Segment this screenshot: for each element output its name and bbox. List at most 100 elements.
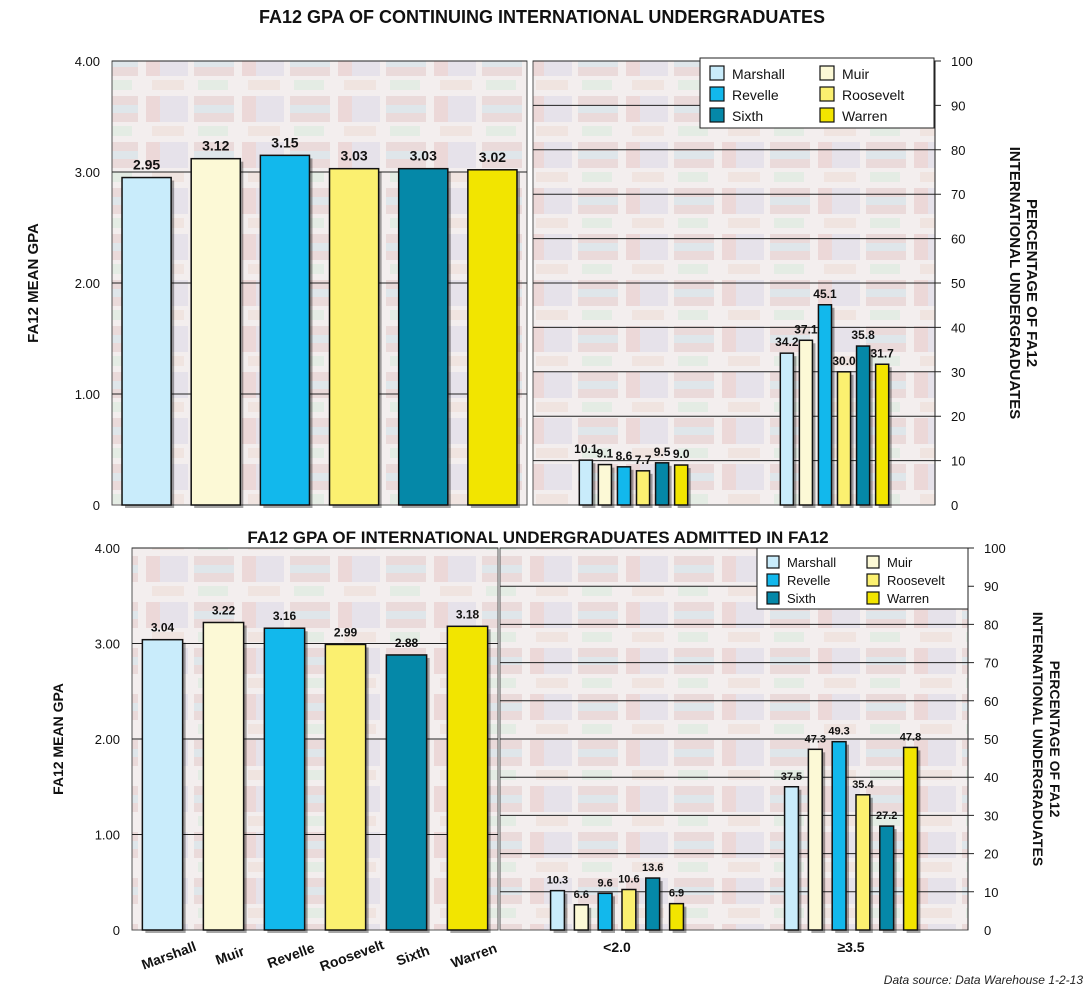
chart-4-bar-marshall	[549, 889, 566, 931]
chart-2-data-label: 37.1	[794, 322, 818, 336]
chart-4-bar-revelle	[597, 892, 613, 931]
chart-2-bar-marshall	[578, 459, 594, 506]
chart-4-legend-label: Sixth	[787, 591, 816, 606]
chart-4-admitted-gpa-distribution: 0 10 20 30 40 50 60 70 80 90 100 PERCENTAGE OF FA12…	[499, 541, 1063, 955]
chart-4-bar-sixth	[879, 825, 895, 931]
chart-4-data-label: 9.6	[597, 877, 612, 889]
chart-2-continuing-gpa-distribution: 0 10 20 30 40 50 60 70 80 90 100 PERCENTAGE OF FA12…	[532, 54, 1040, 513]
chart-2-y-axis-title-line1: PERCENTAGE OF FA12	[1023, 199, 1040, 367]
chart-2-y-tick-label: 30	[951, 365, 965, 380]
chart-3-y-tick-label: 2.00	[95, 732, 120, 747]
chart-1-y-tick-label: 0	[93, 498, 100, 513]
chart-2-legend-swatch-revelle	[709, 86, 725, 102]
chart-1-y-tick-label: 4.00	[75, 54, 100, 69]
chart-4-y-tick-label: 30	[984, 808, 998, 823]
chart-2-legend-swatch-sixth	[709, 107, 725, 123]
chart-1-y-tick-label: 1.00	[75, 387, 100, 402]
chart-4-legend-label: Revelle	[787, 573, 830, 588]
chart-1-bar-warren	[467, 169, 518, 506]
chart-2-y-tick-label: 10	[951, 454, 965, 469]
chart-4-legend-box	[756, 547, 969, 610]
chart-1-y-tick-label: 3.00	[75, 165, 100, 180]
chart-2-data-label: 35.8	[851, 328, 875, 342]
chart-2-data-label: 9.1	[597, 447, 614, 461]
chart-1-continuing-mean-gpa: 0 1.00 2.00 3.00 4.00 FA12 MEAN GPA 2.95 3.12 3.…	[25, 54, 528, 513]
chart-1-bar-muir	[190, 157, 242, 506]
chart-2-y-tick-label: 70	[951, 187, 965, 202]
chart-4-data-label: 10.3	[547, 875, 568, 887]
chart-3-admitted-mean-gpa: 0 1.00 2.00 3.00 4.00 FA12 MEAN GPA 3.04 Marsha…	[50, 541, 499, 974]
chart-2-bar-warren	[673, 464, 689, 506]
chart-1-bar-revelle	[259, 154, 311, 506]
chart-3-x-tick-label: Sixth	[394, 942, 432, 969]
chart-4-y-axis-title-line2: INTERNATIONAL UNDERGRADUATES	[1030, 612, 1046, 866]
chart-4-data-label: 10.6	[618, 874, 639, 886]
chart-2-y-tick-label: 20	[951, 409, 965, 424]
chart-4-bar-warren	[668, 902, 685, 931]
chart-3-x-tick-label: Revelle	[265, 939, 317, 971]
chart-4-y-tick-label: 80	[984, 617, 998, 632]
chart-3-x-tick-label: Muir	[213, 943, 247, 968]
chart-4-bar-muir	[573, 904, 589, 931]
chart-2-y-tick-label: 60	[951, 232, 965, 247]
chart-2-bar-muir	[597, 463, 613, 506]
chart-4-y-tick-label: 100	[984, 541, 1006, 556]
chart-2-legend-label: Warren	[842, 108, 887, 124]
chart-4-y-tick-label: 60	[984, 694, 998, 709]
chart-1-bar-marshall	[121, 176, 172, 506]
chart-2-bar-sixth	[654, 462, 670, 506]
chart-4-data-label: 6.9	[669, 888, 684, 900]
chart-2-y-tick-label: 100	[951, 54, 973, 69]
chart-2-data-label: 7.7	[635, 453, 652, 467]
chart-4-data-label: 13.6	[642, 862, 663, 874]
chart-4-y-axis-title-line1: PERCENTAGE OF FA12	[1047, 661, 1063, 818]
chart-1-data-label: 3.03	[410, 148, 437, 164]
chart-2-y-tick-label: 40	[951, 320, 965, 335]
chart-3-y-tick-label: 1.00	[95, 828, 120, 843]
chart-3-data-label: 2.88	[395, 636, 419, 650]
chart-2-legend-label: Muir	[842, 66, 870, 82]
chart-2-bar-roosevelt	[836, 371, 852, 506]
chart-4-y-tick-label: 90	[984, 579, 998, 594]
chart-4-legend-swatch-revelle	[766, 573, 780, 587]
chart-2-legend-swatch-marshall	[709, 65, 725, 81]
chart-4-y-tick-label: 0	[984, 923, 991, 938]
chart-4-legend-label: Muir	[887, 555, 913, 570]
chart-4-legend-label: Roosevelt	[887, 573, 945, 588]
chart-4-bar-roosevelt	[855, 794, 871, 931]
chart-1-y-tick-label: 2.00	[75, 276, 100, 291]
chart-1-data-label: 2.95	[133, 157, 160, 173]
chart-4-legend-swatch-muir	[866, 555, 880, 569]
chart-3-bar-revelle	[263, 627, 306, 931]
chart-2-data-label: 30.0	[832, 354, 856, 368]
chart-4-x-group-label: ≥3.5	[837, 939, 864, 955]
chart-4-bar-roosevelt	[621, 888, 637, 931]
chart-4-x-group-label: <2.0	[603, 939, 631, 955]
chart-4-y-tick-label: 20	[984, 847, 998, 862]
chart-3-data-label: 3.04	[151, 621, 175, 635]
chart-2-legend-swatch-warren	[819, 107, 835, 123]
chart-1-data-label: 3.02	[479, 149, 506, 165]
chart-4-y-tick-label: 50	[984, 732, 998, 747]
chart-2-legend-swatch-roosevelt	[819, 86, 835, 102]
chart-4-data-label: 27.2	[876, 810, 897, 822]
chart-4-y-tick-label: 70	[984, 656, 998, 671]
chart-1-title: FA12 GPA OF CONTINUING INTERNATIONAL UND…	[259, 7, 825, 27]
chart-2-legend-swatch-muir	[819, 65, 835, 81]
chart-1-bar-sixth	[397, 167, 449, 506]
chart-2-data-label: 10.1	[574, 442, 598, 456]
chart-3-bar-sixth	[385, 654, 428, 931]
chart-4-data-label: 35.4	[852, 779, 874, 791]
chart-1-bar-roosevelt	[328, 167, 380, 506]
chart-1-data-label: 3.03	[340, 148, 367, 164]
chart-3-bar-muir	[202, 621, 245, 931]
chart-2-y-tick-label: 80	[951, 143, 965, 158]
chart-2-y-tick-label: 90	[951, 98, 965, 113]
chart-4-bar-warren	[902, 746, 919, 931]
chart-3-y-axis-title: FA12 MEAN GPA	[50, 683, 66, 795]
chart-4-legend-label: Warren	[887, 591, 929, 606]
chart-2-data-label: 31.7	[870, 346, 894, 360]
chart-3-y-tick-label: 0	[113, 923, 120, 938]
chart-4-bar-revelle	[831, 740, 847, 931]
chart-2-legend: Marshall Muir Revelle Roosevelt Sixth Warren	[699, 57, 935, 129]
